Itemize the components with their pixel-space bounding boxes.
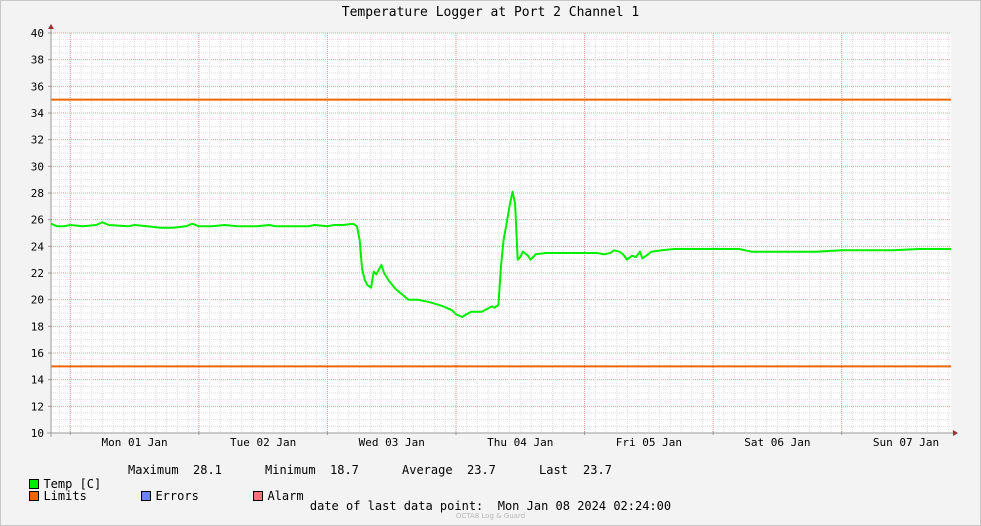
- series: [50, 190, 951, 318]
- last-data-point-label: date of last data point:: [309, 499, 484, 513]
- x-axis-ticks: Mon 01 Jan Tue 02 Jan Wed 03 Jan Thu 04 Jan…: [69, 431, 939, 449]
- y-tick-label: 22: [31, 267, 44, 280]
- legend-alarm: Alarm: [239, 475, 304, 503]
- credit-watermark: OCTA8 Log & Guard: [455, 512, 526, 520]
- series-line-temp: [50, 190, 951, 318]
- x-tick-label: Mon 01 Jan: [101, 436, 167, 449]
- y-tick-label: 40: [31, 27, 44, 40]
- y-tick-label: 36: [31, 80, 44, 93]
- legend-errors-label: Errors: [155, 489, 199, 503]
- legend-limits: Limits: [15, 475, 87, 503]
- legend-min-label: Minimum: [265, 463, 316, 477]
- y-axis-ticks: 10 12 14 16 18 20 22 24 26 28 30 32 34 36 38 40: [31, 27, 52, 440]
- x-tick-label: Fri 05 Jan: [616, 436, 682, 449]
- legend-avg-label: Average: [402, 463, 453, 477]
- legend-last-label: Last: [539, 463, 568, 477]
- x-axis-arrow: [953, 430, 958, 436]
- legend-limits-label: Limits: [43, 489, 87, 503]
- legend-last-value: 23.7: [583, 463, 612, 477]
- y-tick-label: 26: [31, 214, 44, 227]
- grid: [51, 32, 951, 434]
- legend-avg: Average: [402, 463, 453, 477]
- legend-errors: Errors: [127, 475, 199, 503]
- x-tick-label: Thu 04 Jan: [487, 436, 553, 449]
- legend-alarm-label: Alarm: [267, 489, 304, 503]
- y-tick-label: 20: [31, 294, 44, 307]
- legend-max: Maximum: [128, 463, 179, 477]
- legend-min-value: 18.7: [330, 463, 359, 477]
- legend-max-value: 28.1: [193, 463, 222, 477]
- chart-title: Temperature Logger at Port 2 Channel 1: [341, 5, 640, 20]
- y-tick-label: 32: [31, 134, 44, 147]
- legend-limits-swatch: [29, 491, 40, 501]
- legend-alarm-swatch: [253, 491, 264, 501]
- legend-avg-value: 23.7: [467, 463, 496, 477]
- y-tick-label: 38: [31, 54, 44, 67]
- x-tick-label: Sat 06 Jan: [744, 436, 810, 449]
- x-tick-label: Tue 02 Jan: [230, 436, 296, 449]
- y-tick-label: 16: [31, 347, 44, 360]
- y-tick-label: 34: [31, 107, 45, 120]
- y-tick-label: 18: [31, 320, 44, 333]
- axes: [47, 24, 958, 437]
- y-tick-label: 28: [31, 187, 44, 200]
- legend-temp: Temp [C]: [15, 463, 101, 491]
- x-tick-label: Wed 03 Jan: [359, 436, 425, 449]
- y-tick-label: 14: [31, 374, 45, 387]
- legend-temp-label: Temp [C]: [43, 477, 102, 491]
- legend-max-label: Maximum: [128, 463, 179, 477]
- y-tick-label: 24: [31, 240, 45, 253]
- legend-errors-swatch: [141, 491, 152, 501]
- last-data-point: date of last data point: Mon Jan 08 2024…: [0, 499, 981, 513]
- y-axis-arrow: [48, 24, 54, 29]
- legend-temp-swatch: [29, 479, 40, 489]
- x-tick-label: Sun 07 Jan: [873, 436, 939, 449]
- y-tick-label: 30: [31, 160, 44, 173]
- legend-last: Last: [539, 463, 568, 477]
- y-tick-label: 10: [31, 427, 44, 440]
- legend-min: Minimum: [265, 463, 316, 477]
- y-tick-label: 12: [31, 400, 44, 413]
- limit-lines: [51, 98, 951, 368]
- last-data-point-value: Mon Jan 08 2024 02:24:00: [497, 499, 672, 513]
